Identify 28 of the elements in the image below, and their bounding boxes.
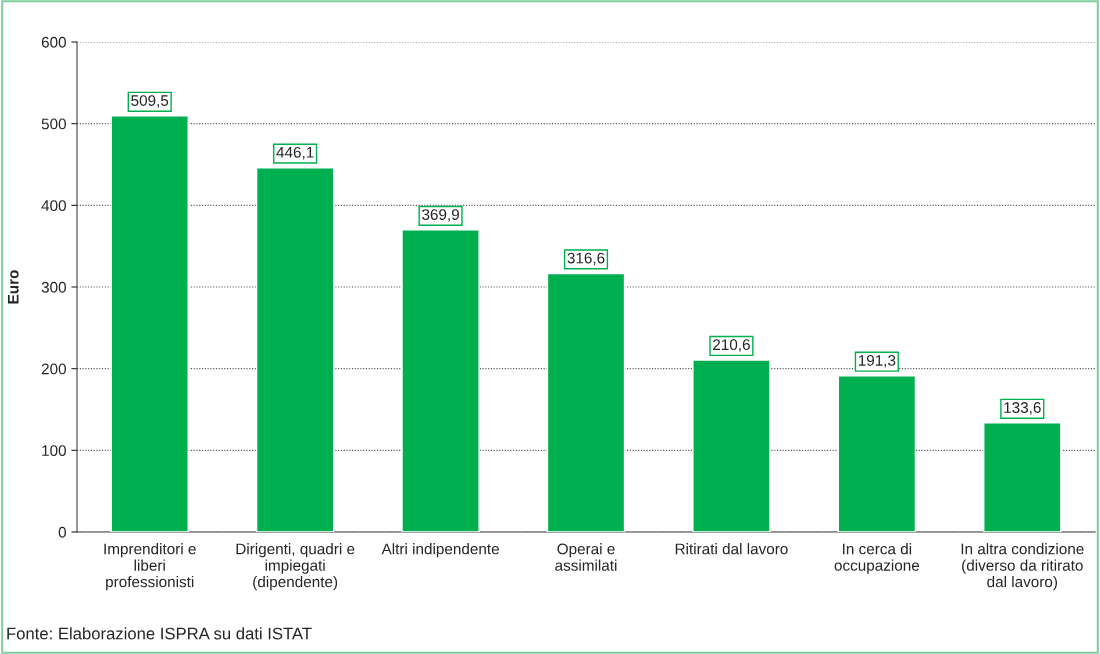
- source-note: Fonte: Elaborazione ISPRA su dati ISTAT: [7, 627, 312, 640]
- data-label: 210,6: [713, 339, 750, 352]
- x-tick-label: Operai e assimilati: [555, 543, 617, 571]
- y-tick-label: 100: [42, 445, 66, 457]
- bar: [837, 375, 917, 532]
- y-tick-label: 0: [58, 526, 66, 538]
- x-tick-label: In altra condizione (diverso da ritirato dal lavoro): [961, 543, 1084, 591]
- y-tick-label: 400: [41, 200, 66, 212]
- bar: [692, 359, 771, 532]
- y-tick-label: 300: [41, 281, 66, 293]
- bar: [983, 422, 1062, 532]
- data-label: 191,3: [858, 354, 896, 368]
- x-tick-label: Imprenditori e liberi professionisti: [104, 543, 196, 591]
- x-tick-label: Dirigenti, quadri e impiegati (dipendente): [236, 543, 355, 591]
- x-tick-label: In cerca di occupazione: [834, 543, 920, 574]
- y-tick-label: 600: [41, 36, 66, 48]
- y-tick-label: 500: [41, 118, 66, 130]
- data-label: 509,5: [131, 95, 169, 108]
- y-axis-title: Euro: [7, 270, 19, 304]
- x-tick-label: Ritirati dal lavoro: [675, 543, 788, 555]
- x-tick-label: Altri indipendente: [381, 543, 499, 558]
- data-label: 369,9: [422, 209, 459, 222]
- data-label: 446,1: [276, 146, 314, 160]
- data-label: 133,6: [1004, 402, 1041, 415]
- bar: [110, 115, 189, 532]
- y-tick-label: 200: [41, 363, 66, 375]
- data-label: 316,6: [567, 252, 605, 266]
- bar: [401, 229, 480, 532]
